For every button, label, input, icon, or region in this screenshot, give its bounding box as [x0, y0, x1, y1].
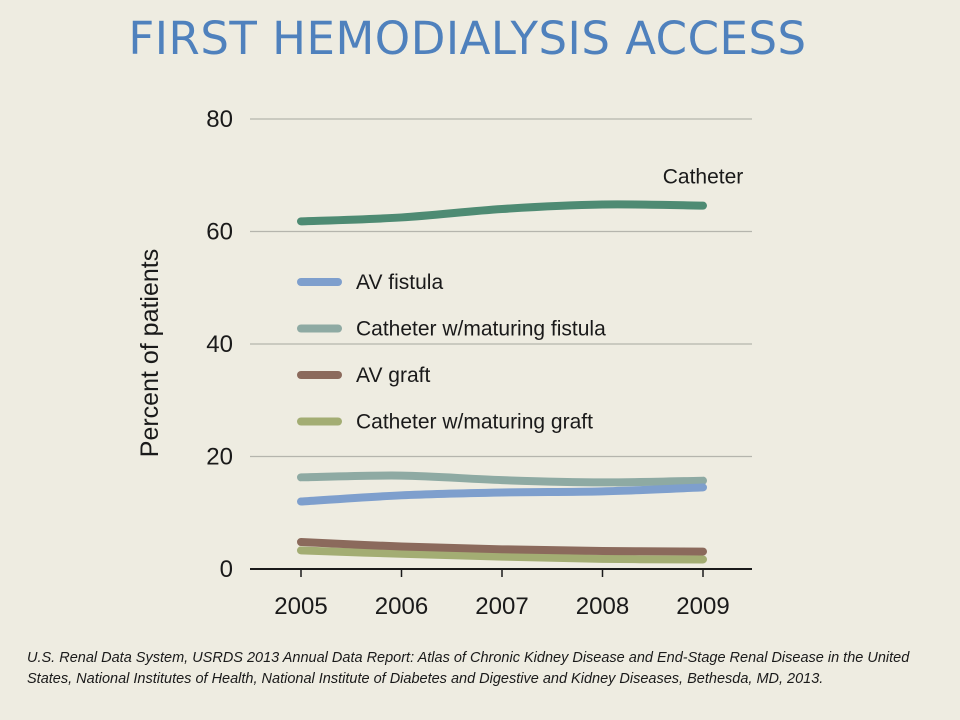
series-lines [297, 200, 707, 564]
series-line-catheter-w-maturing-graft [297, 546, 707, 564]
line-chart: 0 20 40 60 80 2005 2006 2007 2008 2009 Percent o… [136, 106, 752, 620]
series-annotations: Catheter [663, 166, 744, 189]
x-tick-label: 2007 [475, 593, 528, 620]
series-label-catheter: Catheter [663, 166, 744, 189]
y-tick-labels: 0 20 40 60 80 [206, 106, 233, 583]
y-tick-label: 60 [206, 219, 233, 246]
x-tick-label: 2006 [375, 593, 428, 620]
x-tick-label: 2005 [274, 593, 327, 620]
legend-label: AV graft [356, 364, 430, 387]
citation: U.S. Renal Data System, USRDS 2013 Annua… [27, 650, 910, 687]
x-tick-label: 2009 [676, 593, 729, 620]
y-tick-label: 40 [206, 331, 233, 358]
legend-label: AV fistula [356, 271, 443, 294]
series-line-catheter [297, 200, 707, 226]
y-tick-label: 80 [206, 106, 233, 133]
legend: AV fistula Catheter w/maturing fistula AV … [297, 271, 606, 434]
series-line-av-graft [297, 538, 707, 556]
x-tick-label: 2008 [576, 593, 629, 620]
series-line-av-fistula [297, 483, 707, 506]
x-tick-labels: 2005 2006 2007 2008 2009 [274, 593, 729, 620]
gridlines [250, 118, 752, 577]
slide-title: FIRST HEMODIALYSIS ACCESS [128, 12, 807, 65]
y-axis-title: Percent of patients [136, 249, 164, 457]
legend-label: Catheter w/maturing graft [356, 411, 593, 434]
y-tick-label: 0 [220, 556, 233, 583]
y-tick-label: 20 [206, 444, 233, 471]
legend-label: Catheter w/maturing fistula [356, 318, 606, 341]
series-line-catheter-w-maturing-fistula [297, 471, 707, 487]
